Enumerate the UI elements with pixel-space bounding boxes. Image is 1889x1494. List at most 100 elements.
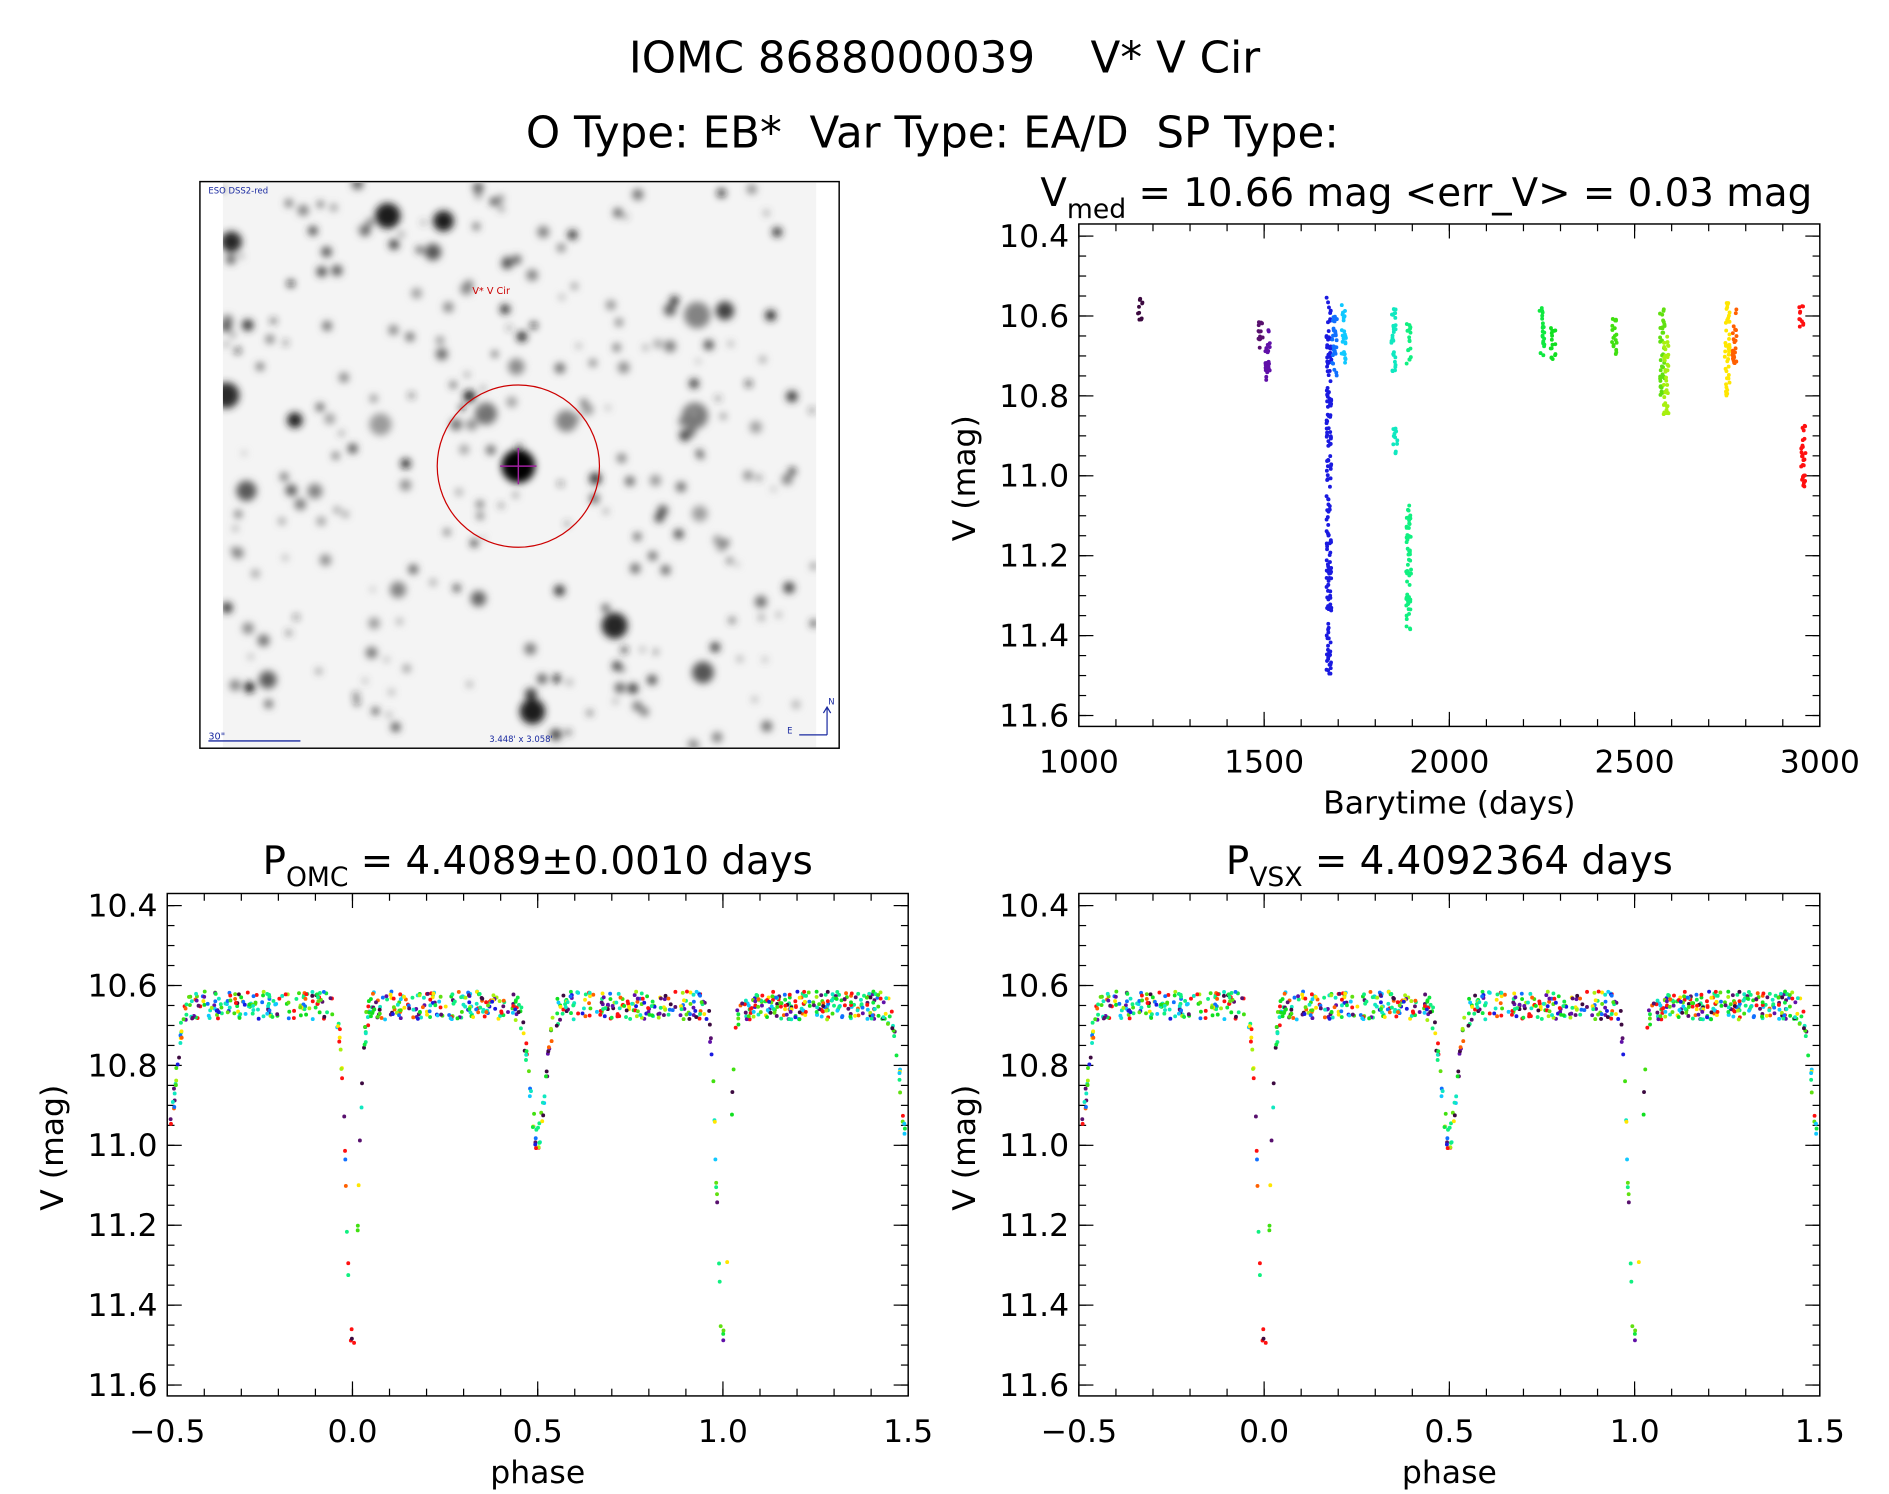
star (559, 294, 565, 300)
star (283, 340, 288, 345)
data-point (600, 991, 605, 996)
data-point (711, 1079, 716, 1084)
data-point (691, 1005, 696, 1010)
data-point (661, 1013, 666, 1018)
data-point (1671, 1003, 1676, 1008)
data-point (1611, 1000, 1616, 1005)
star (370, 394, 378, 402)
data-point (227, 1005, 232, 1010)
star (222, 231, 242, 253)
star (497, 194, 505, 202)
data-point (806, 990, 811, 995)
data-point (1690, 1004, 1695, 1009)
star (424, 243, 442, 261)
data-point (881, 1000, 886, 1005)
data-point (823, 992, 828, 997)
data-point (179, 1035, 184, 1040)
data-point (747, 1017, 752, 1022)
data-point (698, 1009, 703, 1013)
data-point (1275, 1031, 1280, 1036)
data-point (1427, 995, 1432, 1000)
x-tick-label: 0.5 (513, 1414, 563, 1450)
data-point (1114, 989, 1119, 994)
data-point (817, 1002, 822, 1007)
x-tick-label: −0.5 (129, 1414, 205, 1450)
star (368, 617, 380, 629)
star (749, 421, 762, 434)
data-point (482, 1014, 487, 1019)
star (234, 510, 243, 519)
data-point (1195, 992, 1200, 997)
data-point (1326, 443, 1331, 448)
data-point (1797, 317, 1802, 322)
star (576, 343, 581, 348)
data-point (391, 1005, 396, 1010)
data-point (699, 1000, 704, 1005)
data-point (1684, 1010, 1689, 1015)
star (512, 255, 522, 265)
star (710, 642, 720, 653)
star (405, 332, 415, 342)
data-point (1648, 1012, 1652, 1017)
data-point (1632, 1331, 1637, 1336)
data-point (563, 1002, 568, 1007)
title-rest: = 10.66 mag <err_V> = 0.03 mag (1126, 171, 1812, 216)
data-point (1405, 592, 1410, 597)
data-point (1327, 369, 1332, 373)
data-point (1499, 994, 1504, 999)
data-point (1118, 1013, 1123, 1018)
data-point (1547, 1009, 1552, 1014)
data-point (1648, 1022, 1653, 1027)
data-point (1694, 997, 1699, 1002)
east-label: E (787, 726, 792, 736)
data-point (714, 1180, 719, 1185)
data-point (1137, 310, 1142, 315)
data-point (635, 1009, 640, 1014)
data-point (499, 1010, 504, 1015)
star (669, 296, 679, 306)
data-point (830, 992, 835, 997)
data-point (1137, 297, 1142, 302)
data-point (883, 1011, 888, 1016)
data-point (1512, 991, 1517, 996)
data-point (715, 1200, 720, 1205)
data-point (1693, 1013, 1698, 1018)
data-point (1163, 1008, 1167, 1012)
data-point (1748, 1004, 1753, 1009)
data-point (1651, 1001, 1656, 1006)
data-point (1296, 997, 1301, 1002)
data-point (1324, 541, 1329, 546)
data-point (862, 993, 866, 998)
plot-frame (1078, 892, 1821, 1397)
data-point (1422, 1010, 1427, 1015)
data-point (1460, 1026, 1465, 1031)
star (565, 729, 571, 736)
star (450, 418, 463, 431)
data-point (216, 1016, 220, 1021)
data-point (1670, 1010, 1675, 1014)
data-point (1455, 1074, 1460, 1079)
data-point (1139, 993, 1144, 998)
star (765, 310, 777, 321)
data-point (594, 1009, 599, 1014)
star (643, 345, 648, 350)
data-point (1326, 630, 1331, 635)
data-point (1788, 1013, 1793, 1018)
data-point (1267, 368, 1272, 373)
data-point (1492, 1011, 1497, 1016)
data-point (807, 1003, 812, 1008)
y-axis-label: V (mag) (35, 1085, 71, 1211)
data-point (1329, 608, 1334, 613)
data-point (587, 1013, 592, 1018)
data-point (1267, 1228, 1272, 1233)
data-point (1121, 1005, 1126, 1010)
data-point (1561, 1004, 1566, 1008)
data-point (1408, 1016, 1413, 1021)
data-point (1553, 1000, 1558, 1005)
data-point (1325, 404, 1330, 409)
data-point (172, 1091, 177, 1096)
data-point (1812, 1113, 1817, 1118)
data-point (1545, 1004, 1550, 1009)
data-point (587, 1001, 592, 1006)
data-point (673, 989, 678, 994)
